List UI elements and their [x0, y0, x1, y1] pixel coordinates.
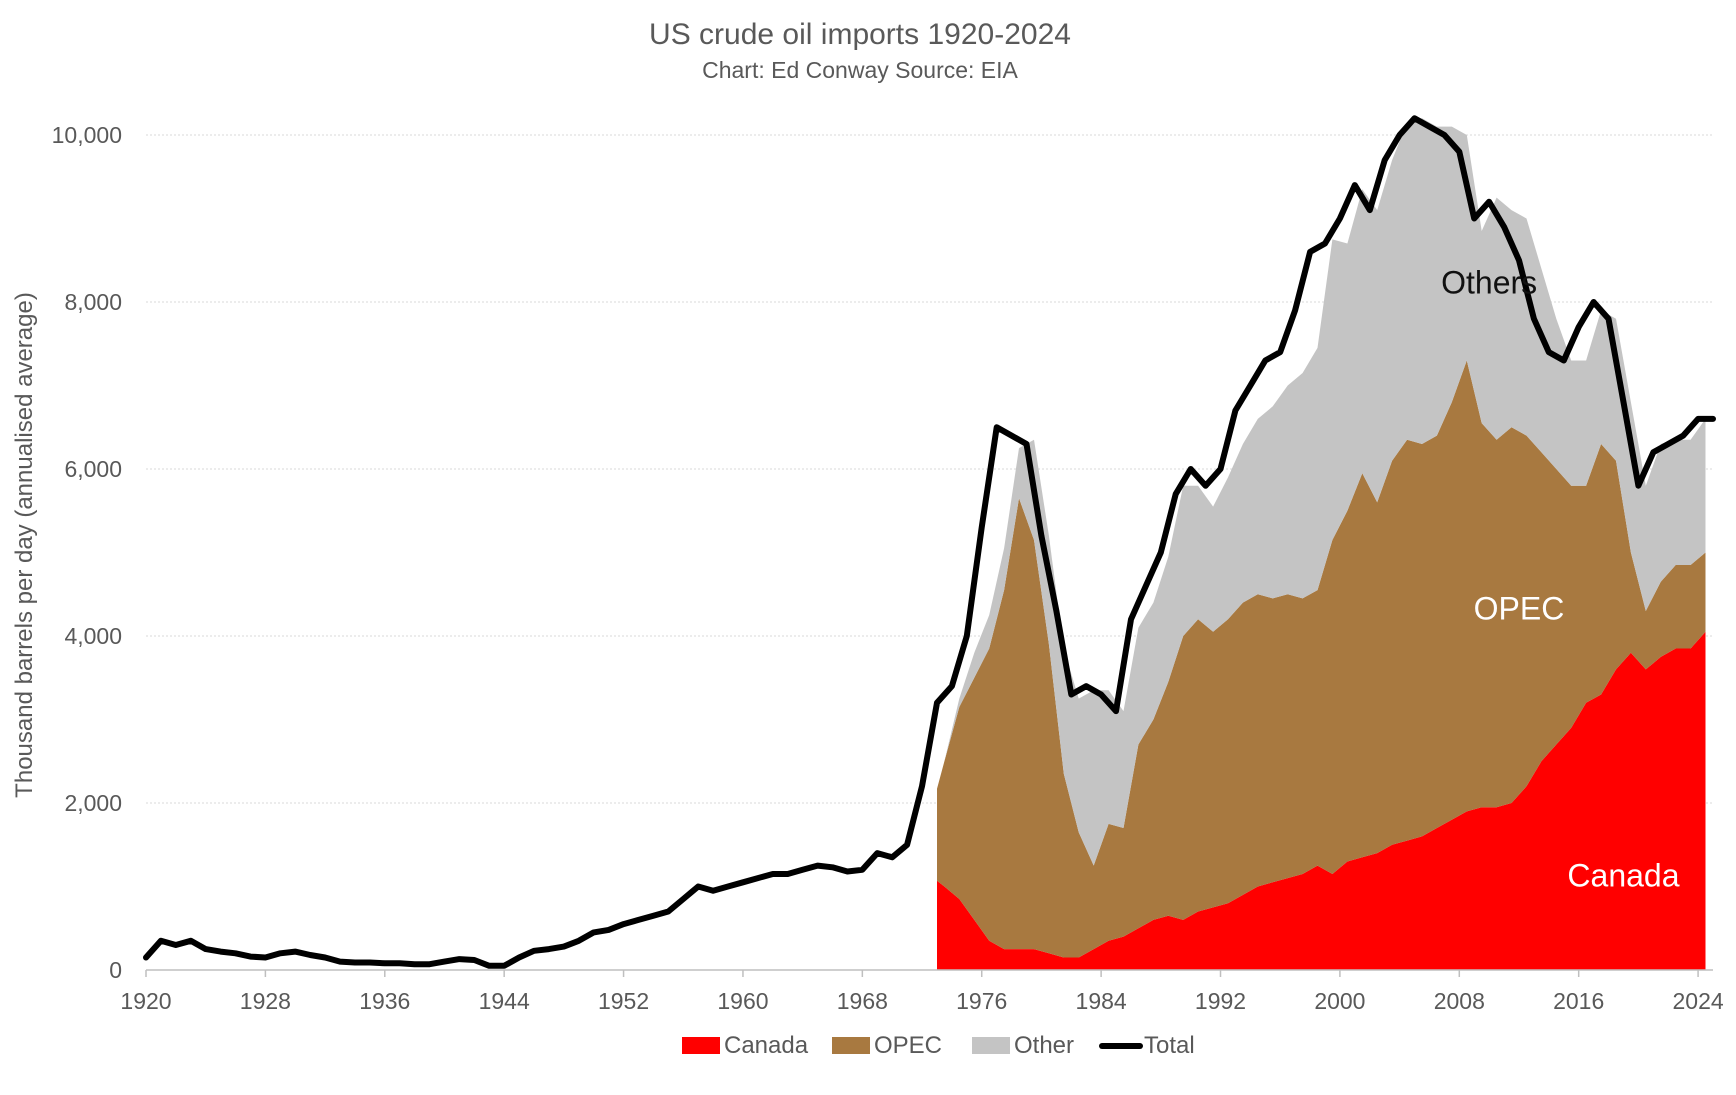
legend-swatch-canada [682, 1037, 720, 1054]
axis-layer: 0 2,000 4,000 6,000 8,000 10,000 1920 1928 1936 1… [52, 122, 1724, 1014]
x-tick-label: 2016 [1553, 988, 1604, 1014]
x-tick-label: 1928 [240, 988, 291, 1014]
line-layer [143, 115, 1716, 969]
y-tick-label: 2,000 [64, 790, 122, 816]
annotation-canada: Canada [1567, 858, 1679, 894]
annotation-others: Others [1441, 265, 1537, 301]
x-tick-label: 1920 [120, 988, 171, 1014]
annotation-opec: OPEC [1474, 590, 1565, 626]
x-tick-label: 1944 [479, 988, 530, 1014]
x-tick-label: 1952 [598, 988, 649, 1014]
legend-label-total: Total [1144, 1032, 1195, 1059]
area-opec [937, 360, 1706, 958]
y-tick-label: 10,000 [52, 122, 122, 148]
x-tick-label: 1936 [359, 988, 410, 1014]
legend-swatch-other [972, 1037, 1010, 1054]
area-layer [937, 118, 1706, 970]
y-tick-label: 8,000 [64, 289, 122, 315]
x-tick-label: 1960 [717, 988, 768, 1014]
annotation-layer: Others OPEC Canada [1441, 265, 1680, 894]
legend-label-opec: OPEC [874, 1032, 942, 1059]
x-tick-label: 1992 [1195, 988, 1246, 1014]
x-tick-label: 1976 [956, 988, 1007, 1014]
x-tick-label: 2000 [1314, 988, 1365, 1014]
legend-label-other: Other [1014, 1032, 1074, 1059]
legend-swatch-opec [832, 1037, 870, 1054]
chart-subtitle: Chart: Ed Conway Source: EIA [702, 57, 1018, 83]
x-tick-label: 1984 [1076, 988, 1127, 1014]
y-tick-label: 0 [109, 957, 122, 983]
x-tick-label: 2008 [1434, 988, 1485, 1014]
y-axis-label: Thousand barrels per day (annualised ave… [11, 292, 38, 798]
legend: Canada OPEC Other Total [682, 1032, 1195, 1059]
chart-title: US crude oil imports 1920-2024 [649, 18, 1071, 51]
area-other [937, 118, 1706, 866]
legend-label-canada: Canada [724, 1032, 809, 1059]
line-total [143, 115, 1716, 969]
y-tick-label: 4,000 [64, 623, 122, 649]
x-tick-label: 1968 [837, 988, 888, 1014]
y-tick-label: 6,000 [64, 456, 122, 482]
area-canada [937, 631, 1706, 970]
x-tick-label: 2024 [1672, 988, 1723, 1014]
